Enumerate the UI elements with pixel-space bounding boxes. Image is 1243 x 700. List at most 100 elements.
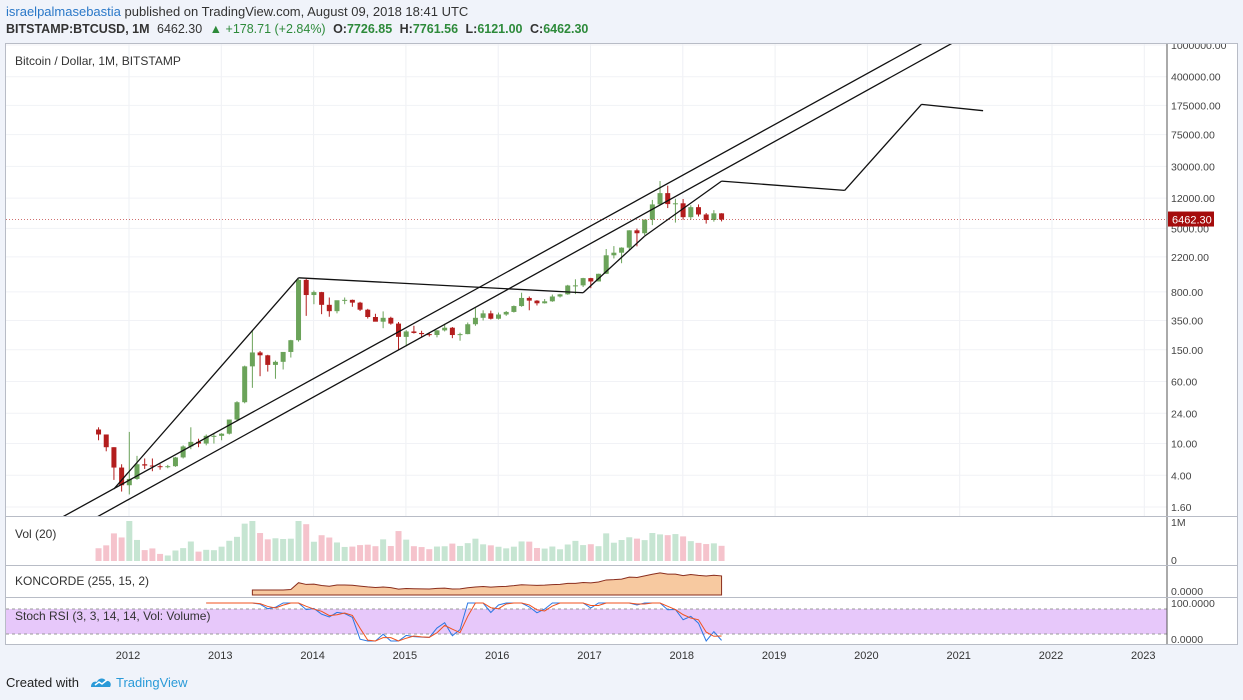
high-label: H: bbox=[399, 22, 413, 36]
candle-body bbox=[296, 279, 302, 341]
vol-bar bbox=[518, 541, 525, 561]
candle-body bbox=[703, 214, 709, 220]
price-pane[interactable]: 1.60 4.00 10.00 24.00 60.00 150.00 350.00 800.0… bbox=[5, 43, 1238, 517]
candle-body bbox=[688, 207, 694, 218]
vol-bar bbox=[703, 544, 710, 561]
last-price: 6462.30 bbox=[157, 22, 203, 36]
last-price-tag bbox=[1168, 211, 1214, 227]
candle-body bbox=[457, 334, 463, 336]
candle-body bbox=[642, 219, 648, 234]
y-tick-label: 2200.00 bbox=[1171, 252, 1209, 264]
vol-bar bbox=[280, 538, 287, 561]
vol-bar bbox=[164, 555, 171, 561]
x-tick-label: 2016 bbox=[485, 650, 509, 662]
tradingview-brand[interactable]: TradingView bbox=[116, 675, 188, 690]
candle-body bbox=[419, 332, 425, 335]
candle-body bbox=[226, 419, 232, 434]
vol-bar bbox=[433, 546, 440, 561]
vol-bar bbox=[718, 545, 725, 561]
koncorde-pane[interactable]: 0.0000 KONCORDE (255, 15, 2) bbox=[5, 565, 1238, 598]
vol-bar bbox=[541, 548, 548, 561]
x-tick-label: 2022 bbox=[1039, 650, 1063, 662]
tradingview-logo-icon bbox=[89, 675, 113, 692]
price-chart-svg[interactable]: 1.60 4.00 10.00 24.00 60.00 150.00 350.00 800.0… bbox=[6, 44, 1237, 516]
vol-bar bbox=[695, 542, 702, 561]
vol-bar bbox=[687, 541, 694, 561]
vol-bar bbox=[387, 546, 394, 561]
vol-bar bbox=[457, 545, 464, 561]
vol-bar bbox=[287, 538, 294, 561]
time-axis: 2012 2013 2014 2015 2016 2017 2018 2019 2020 2021… bbox=[116, 650, 1156, 662]
vol-bar bbox=[487, 545, 494, 561]
vol-bar bbox=[364, 544, 371, 561]
y-tick-label: 150.00 bbox=[1171, 345, 1203, 357]
vol-bar bbox=[564, 544, 571, 561]
x-tick-label: 2018 bbox=[670, 650, 694, 662]
vol-bar bbox=[257, 533, 264, 561]
trendline bbox=[582, 235, 646, 294]
candle-body bbox=[711, 213, 717, 220]
price-change: ▲ +178.71 (+2.84%) bbox=[209, 22, 326, 36]
koncorde-area bbox=[251, 572, 723, 596]
candle-body bbox=[311, 292, 317, 296]
candle-body bbox=[503, 311, 509, 315]
candle-body bbox=[149, 465, 155, 467]
stoch-tick-label: 100.0000 bbox=[1171, 598, 1215, 610]
vol-bar bbox=[503, 548, 510, 561]
candle-body bbox=[211, 435, 217, 437]
candle-body bbox=[126, 478, 132, 486]
candle-body bbox=[565, 285, 571, 295]
vol-bar bbox=[657, 534, 664, 561]
vol-bar bbox=[572, 540, 579, 561]
candle-body bbox=[603, 255, 609, 274]
vol-bar bbox=[226, 540, 233, 561]
candle-body bbox=[519, 297, 525, 307]
x-tick-label: 2012 bbox=[116, 650, 140, 662]
vol-bar bbox=[372, 546, 379, 561]
candle-body bbox=[349, 299, 355, 303]
vol-bar bbox=[241, 523, 248, 561]
volume-pane[interactable]: 1M 0 Vol (20) bbox=[5, 516, 1238, 566]
footer: Created with TradingView bbox=[6, 675, 188, 692]
vol-bar bbox=[218, 546, 225, 561]
vol-bar bbox=[418, 547, 425, 561]
y-tick-label: 12000.00 bbox=[1171, 193, 1215, 205]
vol-bar bbox=[410, 546, 417, 561]
vol-tick-label: 1M bbox=[1171, 517, 1186, 529]
candle-body bbox=[665, 193, 671, 205]
candle-body bbox=[249, 352, 255, 367]
vol-bar bbox=[118, 537, 125, 561]
y-tick-label: 1.60 bbox=[1171, 502, 1192, 514]
stoch-pane[interactable]: 100.0000 0.0000 Stoch RSI (3, 3, 14, 14, … bbox=[5, 597, 1238, 645]
candle-body bbox=[557, 294, 563, 297]
symbol-info: BITSTAMP:BTCUSD, 1M 6462.30 ▲ +178.71 (+… bbox=[6, 22, 592, 36]
vol-bar bbox=[603, 533, 610, 561]
candle-body bbox=[626, 230, 632, 248]
candle-body bbox=[596, 273, 601, 282]
publish-info: israelpalmasebastia published on Trading… bbox=[6, 4, 468, 19]
vol-bar bbox=[595, 546, 602, 561]
vol-bar bbox=[472, 538, 479, 561]
vol-bar bbox=[264, 539, 271, 561]
vol-bar bbox=[172, 550, 179, 561]
symbol: BITSTAMP:BTCUSD, 1M bbox=[6, 22, 150, 36]
candle-body bbox=[119, 467, 125, 486]
trendline bbox=[62, 44, 923, 516]
vol-bar bbox=[710, 543, 717, 561]
koncorde-chart-svg: 0.0000 bbox=[251, 566, 1203, 597]
candle-body bbox=[319, 292, 325, 305]
vol-bar bbox=[633, 538, 640, 561]
candle-body bbox=[680, 203, 686, 218]
author-link[interactable]: israelpalmasebastia bbox=[6, 4, 121, 19]
candle-body bbox=[365, 309, 371, 317]
candle-body bbox=[480, 313, 486, 318]
last-price-label: 6462.30 bbox=[1172, 215, 1212, 227]
vol-bar bbox=[626, 537, 633, 561]
vol-bar bbox=[141, 550, 148, 561]
candle-body bbox=[103, 434, 109, 448]
candle-body bbox=[695, 207, 701, 215]
kon-tick-label: 0.0000 bbox=[1171, 586, 1203, 597]
candle-body bbox=[619, 247, 625, 253]
vol-bar bbox=[310, 541, 317, 561]
vol-bar bbox=[449, 543, 456, 561]
